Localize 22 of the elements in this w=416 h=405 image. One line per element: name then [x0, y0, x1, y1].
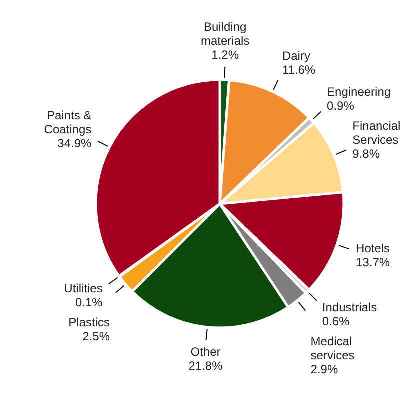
data-label: 34.9%	[58, 136, 92, 151]
slice-label: Other	[190, 345, 221, 360]
slice-label: Financial Services	[352, 119, 401, 148]
slice-label: Utilities	[64, 281, 103, 296]
data-label: 11.6%	[282, 62, 316, 77]
slice-label: Plastics	[68, 315, 110, 330]
data-label: 2.9%	[310, 362, 338, 376]
data-label: 1.2%	[212, 48, 240, 62]
slice-label: Engineering	[327, 85, 392, 100]
data-label: 2.5%	[82, 329, 110, 344]
slice-label: Building materials	[201, 20, 250, 48]
data-label: 9.8%	[352, 147, 380, 162]
slice-label: Hotels	[356, 241, 390, 256]
data-label: 13.7%	[356, 255, 390, 270]
slice-label: Paints & Coatings	[44, 108, 92, 137]
slice-label: Industrials	[322, 300, 378, 314]
slice-label: Dairy	[282, 48, 310, 63]
slice-label: Medical services	[310, 334, 355, 362]
data-label: 21.8%	[188, 359, 224, 374]
data-label: 0.6%	[322, 314, 350, 328]
data-label: 0.9%	[327, 99, 355, 114]
data-label: 0.1%	[76, 295, 104, 310]
